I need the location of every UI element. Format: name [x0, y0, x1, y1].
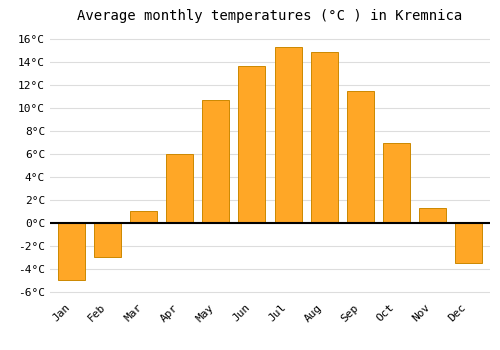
- Bar: [382, 143, 410, 223]
- Bar: [202, 100, 230, 223]
- Bar: [419, 208, 446, 223]
- Bar: [130, 211, 158, 223]
- Title: Average monthly temperatures (°C ) in Kremnica: Average monthly temperatures (°C ) in Kr…: [78, 9, 462, 23]
- Bar: [346, 91, 374, 223]
- Bar: [238, 66, 266, 223]
- Bar: [455, 223, 482, 263]
- Bar: [166, 154, 194, 223]
- Bar: [274, 48, 301, 223]
- Bar: [58, 223, 85, 280]
- Bar: [310, 52, 338, 223]
- Bar: [94, 223, 121, 257]
